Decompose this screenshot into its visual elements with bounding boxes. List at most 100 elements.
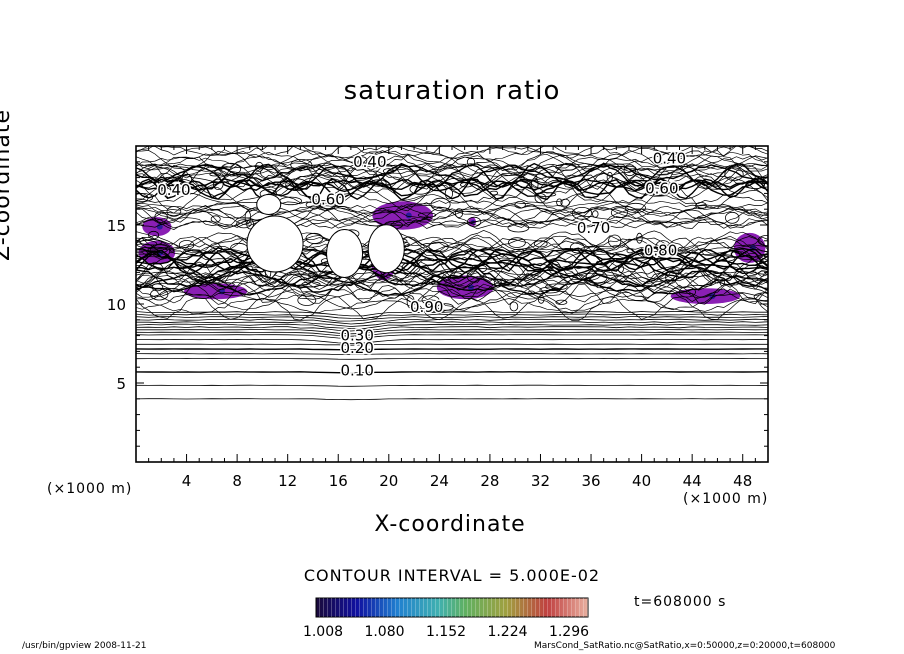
contour-eddy [610, 207, 628, 219]
contour-line [136, 323, 768, 330]
contour-eddy [665, 270, 677, 284]
contour-line [136, 313, 768, 320]
y-axis: 5 10 15 [107, 161, 768, 447]
colorbar-tick-label: 1.080 [364, 624, 404, 640]
contour-eddy [625, 202, 646, 214]
contour-eddy [158, 190, 165, 196]
footer-left: /usr/bin/gpview 2008-11-21 [22, 641, 147, 651]
contour-line [136, 384, 768, 387]
x-tick-label: 36 [581, 472, 600, 490]
contour-label: 0.90 [410, 298, 443, 316]
contour-eddy [548, 260, 561, 275]
contour-eddy [358, 156, 368, 166]
cloud-region [256, 193, 282, 215]
contour-eddy [753, 267, 768, 275]
contour-label: 0.20 [340, 339, 373, 357]
cloud-region [246, 215, 304, 273]
contour-eddy [695, 202, 707, 210]
contour-eddy [444, 187, 453, 200]
contour-line [136, 205, 768, 221]
x-tick-label: 28 [480, 472, 499, 490]
contour-line [136, 371, 768, 374]
contour-line [136, 282, 768, 306]
contour-line [136, 273, 768, 292]
contour-line [136, 162, 768, 173]
contour-line [136, 234, 768, 255]
y-axis-label: Z-coordinate [0, 109, 15, 261]
contour-line [136, 321, 768, 327]
contour-line [136, 172, 768, 191]
contour-label: 0.40 [353, 153, 386, 171]
contour-eddy [154, 211, 168, 223]
contour-eddy [533, 240, 548, 248]
contour-eddy [166, 206, 182, 217]
contour-eddy [430, 197, 451, 212]
contour-eddy [166, 185, 172, 199]
x-tick-label: 44 [683, 472, 702, 490]
contour-eddy [617, 264, 624, 274]
contour-eddy [724, 167, 744, 182]
contour-line [136, 248, 768, 275]
contour-eddy [527, 290, 536, 296]
contour-eddy [406, 295, 415, 309]
contour-line [136, 199, 768, 209]
contour-line [136, 310, 768, 317]
contour-line [136, 207, 768, 227]
contour-eddy [569, 242, 585, 254]
contour-line [136, 153, 768, 170]
contour-eddy [449, 272, 463, 280]
contour-eddy [507, 223, 530, 233]
contour-eddy [437, 303, 454, 311]
contour-eddy [493, 278, 502, 286]
contour-eddy [509, 301, 519, 312]
contour-eddy [623, 164, 637, 177]
x-tick-label: 48 [733, 472, 752, 490]
contour-line [136, 343, 768, 346]
colorbar-tick-label: 1.296 [549, 624, 589, 640]
contour-eddy [459, 181, 473, 188]
contour-eddy [519, 173, 538, 182]
contour-eddy [428, 241, 449, 252]
contour-line [136, 236, 768, 252]
contour-label: 0.30 [340, 327, 373, 345]
footer-right: MarsCond_SatRatio.nc@SatRatio,x=0:50000,… [534, 641, 836, 651]
contour-eddy [466, 157, 476, 167]
colorbar-tick-label: 1.008 [303, 624, 343, 640]
contour-eddy [489, 190, 499, 196]
contour-eddy [140, 239, 163, 246]
contour-eddy [655, 240, 671, 253]
contour-label: 0.70 [577, 219, 610, 237]
contour-label: 0.40 [653, 150, 686, 168]
contour-label: 0.60 [311, 191, 344, 209]
contour-eddy [556, 198, 563, 207]
contour-eddy [321, 201, 336, 210]
contour-eddy [623, 179, 644, 192]
contour-line [136, 204, 768, 215]
contour-eddy [534, 193, 547, 204]
contour-eddy [255, 161, 264, 172]
contour-line [136, 208, 768, 222]
colorbar [315, 597, 589, 618]
contour-eddy [230, 242, 248, 254]
contour-line [136, 265, 768, 286]
contour-line [136, 165, 768, 178]
contour-eddy [421, 295, 440, 305]
contour-eddy [297, 294, 317, 306]
y-tick-label: 10 [107, 296, 126, 314]
contour-eddy [531, 177, 539, 191]
contour-line [136, 316, 768, 322]
contour-eddy [757, 235, 768, 246]
contour-eddy [514, 201, 526, 209]
contour-line [136, 296, 768, 322]
contour-eddy [719, 278, 725, 286]
contour-eddy [555, 299, 568, 305]
contour-eddy [260, 166, 278, 179]
contour-eddy [244, 210, 252, 225]
contour-line [136, 261, 768, 285]
contour-eddy [753, 292, 768, 301]
contour-line [136, 297, 768, 315]
contour-eddy [150, 288, 169, 301]
contour-line [136, 180, 768, 193]
y-axis-unit: (×1000 m) [47, 481, 133, 497]
